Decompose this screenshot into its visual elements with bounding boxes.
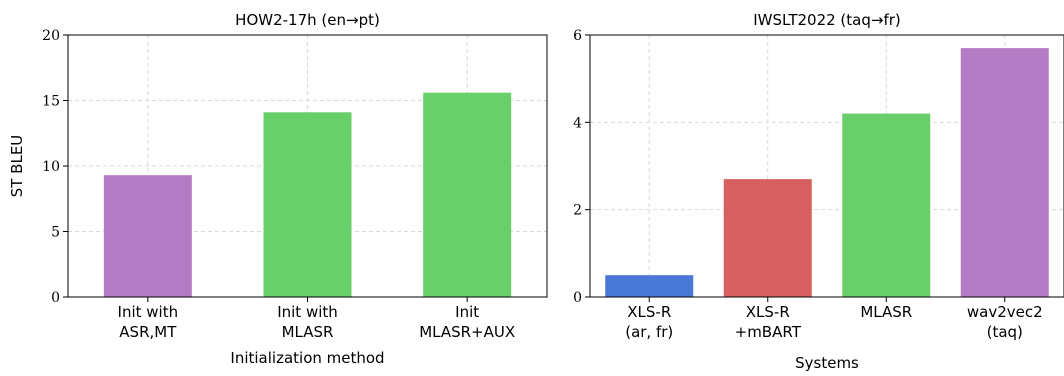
bar: [103, 175, 192, 297]
x-tick-label: wav2vec2: [967, 303, 1043, 321]
chart-iwslt2022: 0 2 4 6 XLS-R (ar, fr) XLS-R +mBART MLASR wav2vec…: [573, 11, 1064, 372]
plot-frame: [589, 34, 1064, 298]
chart-title: IWSLT2022 (taq→fr): [753, 11, 901, 29]
x-tick-label: XLS-R: [746, 303, 790, 321]
x-tick-label: Init: [455, 303, 479, 321]
y-tick-label: 10: [42, 159, 60, 175]
x-tick-label: Init with: [118, 303, 179, 321]
x-tick-label: XLS-R: [627, 303, 671, 321]
y-tick-label: 0: [51, 290, 60, 306]
chart-title: HOW2-17h (en→pt): [235, 11, 380, 29]
bar: [723, 179, 812, 297]
y-tick-label: 6: [573, 28, 582, 44]
x-tick-label: MLASR+AUX: [419, 323, 515, 341]
y-tick-label: 20: [42, 28, 60, 44]
x-tick-label: Init with: [277, 303, 338, 321]
x-tick-label: ASR,MT: [119, 323, 177, 341]
x-axis-label: Systems: [795, 354, 859, 372]
y-tick-label: 2: [573, 203, 582, 219]
y-axis-label: ST BLEU: [8, 135, 26, 198]
x-tick-label: (taq): [987, 323, 1023, 341]
x-tick-label: +mBART: [735, 323, 802, 341]
bar: [263, 112, 352, 297]
bar: [960, 48, 1049, 297]
bar: [605, 275, 694, 297]
x-tick-label: MLASR: [860, 303, 912, 321]
y-tick-label: 4: [573, 115, 582, 131]
x-tick-label: MLASR: [282, 323, 334, 341]
y-tick-label: 15: [42, 94, 60, 110]
y-tick-label: 0: [573, 290, 582, 306]
y-tick-label: 5: [51, 225, 60, 241]
bar: [423, 92, 512, 297]
bar: [842, 113, 931, 297]
x-tick-label: (ar, fr): [625, 323, 673, 341]
chart-how2: 0 5 10 15 20 Init with ASR,MT Init with MLASR Ini…: [8, 11, 548, 367]
x-axis-label: Initialization method: [230, 349, 384, 367]
